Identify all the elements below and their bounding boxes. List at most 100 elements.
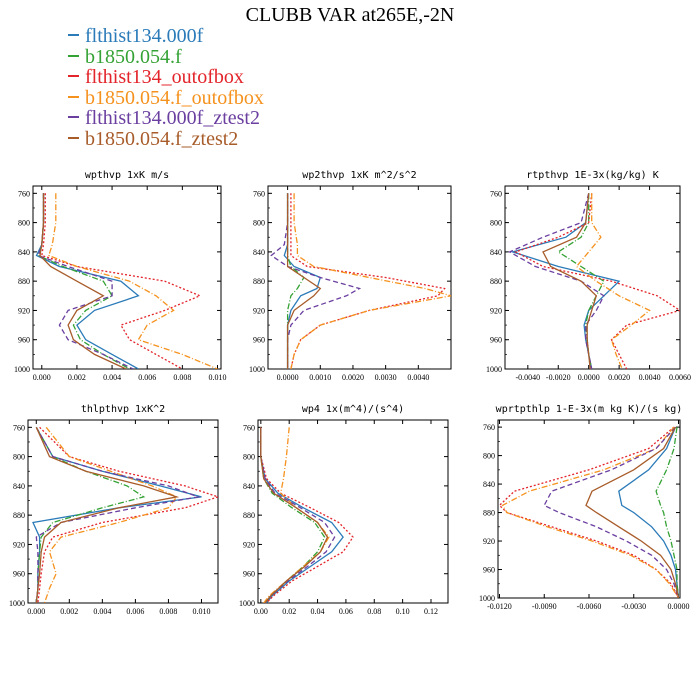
chart-panel: wp2thvp 1xK m^2/s^2 760 800 840 880 920 960 100… [249, 170, 452, 382]
figure-title: CLUBB VAR at265E,-2N [245, 4, 455, 26]
series-line [270, 193, 362, 369]
series-line [260, 427, 354, 603]
x-tick-label: 0.10 [396, 607, 410, 616]
y-tick-label: 960 [253, 336, 265, 345]
x-tick-label: 0.000 [33, 373, 51, 382]
plot-frame [27, 419, 219, 604]
chart-panel: wprtpthlp 1-E-3x(m kg K)/(s kg)760 800 840… [479, 404, 690, 611]
series-line [290, 193, 446, 369]
legend-swatch [68, 95, 79, 98]
x-tick-label: -0.0020 [546, 373, 571, 382]
legend-swatch [68, 136, 79, 139]
y-tick-label: 840 [243, 482, 255, 491]
x-tick-label: 0.002 [60, 607, 78, 616]
series-line [575, 193, 651, 369]
x-tick-label: 0.00 [254, 607, 268, 616]
y-tick-label: 880 [18, 277, 30, 286]
series-line [260, 427, 344, 603]
y-tick-label: 920 [243, 540, 255, 549]
panel-title: rtpthvp 1E-3x(kg/kg) K [526, 170, 658, 181]
legend-label: b1850.054.f_ztest2 [85, 127, 239, 150]
x-tick-label: 0.006 [126, 607, 144, 616]
legend-label: b1850.054.f [85, 45, 182, 68]
series-line [41, 193, 202, 369]
y-tick-label: 760 [253, 189, 265, 198]
x-tick-label: 0.008 [159, 607, 177, 616]
y-tick-label: 880 [243, 511, 255, 520]
y-tick-label: 880 [490, 277, 502, 286]
x-tick-label: 0.0000 [578, 373, 600, 382]
y-tick-label: 960 [18, 336, 30, 345]
series-line [283, 193, 322, 369]
y-tick-label: 960 [490, 336, 502, 345]
legend-swatch [68, 116, 79, 119]
y-tick-label: 880 [13, 511, 25, 520]
y-tick-label: 960 [13, 570, 25, 579]
y-tick-label: 840 [13, 482, 25, 491]
x-tick-label: 0.008 [173, 373, 191, 382]
y-tick-label: 920 [483, 537, 495, 546]
series-line [290, 193, 451, 369]
panel-title: wp2thvp 1xK m^2/s^2 [302, 170, 416, 181]
y-tick-label: 1000 [14, 365, 30, 374]
legend-item: flthist134.000f_ztest2 [68, 108, 264, 129]
x-tick-label: 0.06 [339, 607, 353, 616]
series-line [286, 193, 305, 369]
y-tick-label: 760 [483, 423, 495, 432]
plot-frame [32, 185, 222, 370]
series-line [585, 426, 680, 598]
y-tick-label: 960 [243, 570, 255, 579]
plot-frame [267, 185, 452, 370]
chart-panel: rtpthvp 1E-3x(kg/kg) K 760 800 840 880 920 960… [486, 170, 691, 382]
x-tick-label: 0.010 [192, 607, 210, 616]
y-tick-label: 800 [243, 453, 255, 462]
y-tick-label: 920 [253, 306, 265, 315]
panel-title: wpthvp 1xK m/s [85, 170, 169, 181]
y-tick-label: 880 [483, 509, 495, 518]
series-line [43, 426, 178, 603]
series-line [510, 193, 621, 369]
series-line [39, 193, 127, 369]
y-tick-label: 760 [243, 423, 255, 432]
legend-label: b1850.054.f_outofbox [85, 86, 264, 109]
chart-panel: thlpthvp 1xK^276080084088092096010000.00… [9, 404, 219, 616]
legend-item: flthist134.000f [68, 26, 264, 47]
y-tick-label: 800 [13, 453, 25, 462]
y-tick-label: 1000 [249, 365, 265, 374]
series-line [37, 193, 134, 369]
y-tick-label: 840 [18, 248, 30, 257]
legend-item: flthist134_outofbox [68, 67, 264, 88]
series-line [498, 426, 680, 598]
y-tick-label: 1000 [239, 599, 255, 608]
y-tick-label: 800 [483, 452, 495, 461]
y-tick-label: 800 [490, 219, 502, 228]
x-tick-label: -0.0040 [515, 373, 540, 382]
x-tick-label: 0.04 [311, 607, 325, 616]
x-tick-label: 0.0040 [407, 373, 429, 382]
series-line [618, 426, 680, 598]
y-tick-label: 880 [253, 277, 265, 286]
x-tick-label: 0.02 [282, 607, 296, 616]
series-line [501, 426, 680, 598]
chart-panel: wpthvp 1xK m/s76080084088092096010000.00… [14, 170, 226, 382]
y-tick-label: 920 [13, 540, 25, 549]
x-tick-label: -0.0120 [487, 602, 512, 611]
legend-label: flthist134.000f [85, 25, 204, 47]
y-tick-label: 800 [18, 219, 30, 228]
plot-frame [504, 185, 681, 370]
y-tick-label: 840 [483, 480, 495, 489]
series-line [35, 426, 201, 603]
series-line [47, 193, 218, 369]
x-tick-label: 0.0020 [342, 373, 364, 382]
legend: flthist134.000f b1850.054.f flthist134_o… [68, 26, 264, 149]
y-tick-label: 760 [18, 189, 30, 198]
plot-frame [497, 419, 681, 599]
legend-item: b1850.054.f_outofbox [68, 88, 264, 109]
series-line [508, 193, 605, 369]
series-line [514, 193, 680, 369]
chart-panel: wp4 1x(m^4)/(s^4)76080084088092096010000… [239, 404, 449, 616]
legend-label: flthist134.000f_ztest2 [85, 107, 260, 129]
series-line [37, 193, 130, 369]
